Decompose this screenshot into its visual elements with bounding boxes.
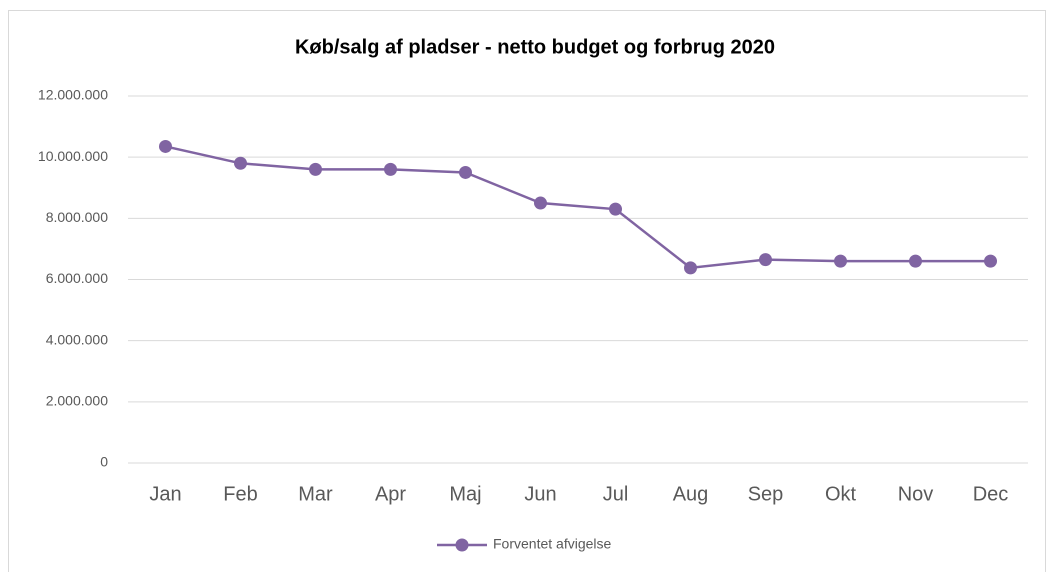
x-tick-label: Mar bbox=[298, 483, 333, 505]
x-tick-label: Jan bbox=[149, 483, 181, 505]
x-tick-label: Okt bbox=[825, 483, 857, 505]
chart-title: Køb/salg af pladser - netto budget og fo… bbox=[295, 36, 775, 58]
data-point bbox=[384, 162, 397, 176]
x-tick-label: Dec bbox=[973, 483, 1009, 505]
x-tick-label: Nov bbox=[898, 483, 934, 505]
data-point bbox=[834, 254, 847, 268]
y-tick-label: 2.000.000 bbox=[46, 393, 108, 409]
legend-marker bbox=[455, 538, 469, 552]
legend-label: Forventet afvigelse bbox=[493, 536, 611, 552]
y-tick-label: 0 bbox=[100, 454, 108, 470]
x-tick-label: Maj bbox=[449, 483, 481, 505]
data-point bbox=[684, 261, 697, 275]
x-tick-label: Jun bbox=[524, 483, 556, 505]
data-point bbox=[909, 254, 922, 268]
y-tick-label: 12.000.000 bbox=[38, 87, 108, 103]
series-line bbox=[165, 145, 991, 270]
y-tick-label: 6.000.000 bbox=[46, 270, 108, 286]
x-tick-label: Feb bbox=[223, 483, 257, 505]
data-point bbox=[534, 196, 547, 210]
data-point bbox=[609, 202, 622, 216]
data-point bbox=[984, 254, 997, 268]
chart-border bbox=[8, 10, 1046, 572]
x-tick-label: Jul bbox=[603, 483, 629, 505]
data-point bbox=[459, 165, 472, 179]
data-point bbox=[234, 156, 247, 170]
y-tick-label: 4.000.000 bbox=[46, 331, 108, 347]
x-tick-label: Sep bbox=[748, 483, 784, 505]
y-tick-label: 8.000.000 bbox=[46, 209, 108, 225]
x-tick-label: Apr bbox=[375, 483, 406, 505]
y-tick-label: 10.000.000 bbox=[38, 148, 108, 164]
data-point bbox=[309, 162, 322, 176]
data-point bbox=[159, 139, 172, 153]
x-tick-label: Aug bbox=[673, 483, 709, 505]
data-point bbox=[759, 253, 772, 267]
